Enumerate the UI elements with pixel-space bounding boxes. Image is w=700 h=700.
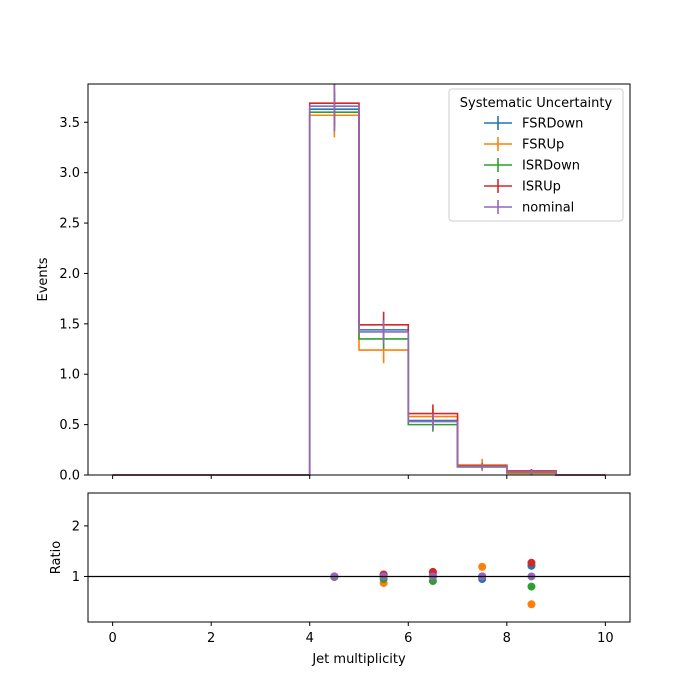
series-isrdown-ratio-point	[527, 582, 536, 591]
main-axes: 0.0 0.5 1.0 1.5 2.0 2.5 3.0 3.5	[59, 83, 631, 484]
legend-isrup-label: ISRUp	[522, 180, 561, 195]
ratio-y-tick-label: 2	[72, 519, 80, 534]
legend-fsrup-label: FSRUp	[522, 138, 564, 153]
x-tick-label: 6	[404, 631, 412, 646]
ratio-y-axis-label: Ratio	[49, 541, 64, 574]
y-tick-label: 1.5	[59, 317, 80, 332]
series-fsrup-ratio-point	[527, 600, 536, 609]
x-tick-label: 4	[306, 631, 314, 646]
y-tick-label: 3.5	[59, 116, 80, 131]
y-tick-label: 2.5	[59, 217, 80, 232]
main-axes-frame	[87, 83, 631, 476]
y-tick-label: 1.0	[59, 368, 80, 383]
legend-fsrdown-label: FSRDown	[522, 117, 583, 132]
y-tick-label: 2.0	[59, 267, 80, 282]
ratio-y-tick-label: 1	[72, 570, 80, 585]
legend-nominal-label: nominal	[522, 201, 574, 216]
series-isrup-ratio-point	[527, 558, 536, 567]
legend-title: Systematic Uncertainty	[460, 96, 613, 111]
x-tick-label: 8	[503, 631, 511, 646]
legend: Systematic Uncertainty FSRDown FSRUp ISRDow…	[448, 88, 624, 222]
y-axis-label: Events	[36, 257, 51, 301]
legend-isrdown-label: ISRDown	[522, 159, 580, 174]
x-tick-label: 0	[108, 631, 116, 646]
x-axis-label: Jet multiplicity	[311, 652, 406, 667]
legend-box	[448, 88, 624, 222]
y-tick-label: 0.5	[59, 418, 80, 433]
y-tick-label: 0.0	[59, 469, 80, 484]
x-tick-label: 10	[597, 631, 614, 646]
series-fsrup-ratio-point	[478, 562, 487, 571]
ratio-axes-frame	[87, 492, 631, 623]
ratio-plot-area	[330, 558, 536, 609]
y-tick-label: 3.0	[59, 166, 80, 181]
x-tick-label: 2	[207, 631, 215, 646]
